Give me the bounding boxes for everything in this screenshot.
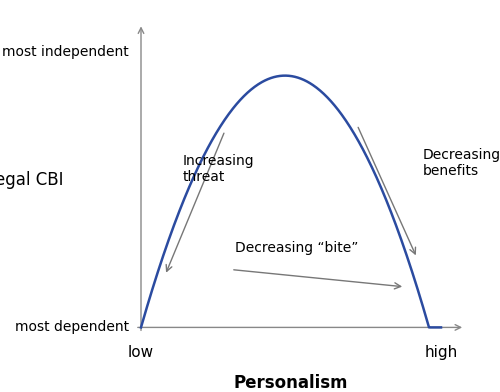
Text: most independent: most independent	[2, 45, 129, 60]
Text: Decreasing
benefits: Decreasing benefits	[423, 148, 500, 178]
Text: most dependent: most dependent	[15, 320, 129, 334]
Text: Legal CBI: Legal CBI	[0, 171, 64, 189]
Text: low: low	[128, 345, 154, 360]
Text: high: high	[424, 345, 458, 360]
Text: Personalism: Personalism	[234, 374, 348, 392]
Text: Decreasing “bite”: Decreasing “bite”	[236, 241, 358, 255]
Text: Increasing
threat: Increasing threat	[183, 154, 254, 184]
